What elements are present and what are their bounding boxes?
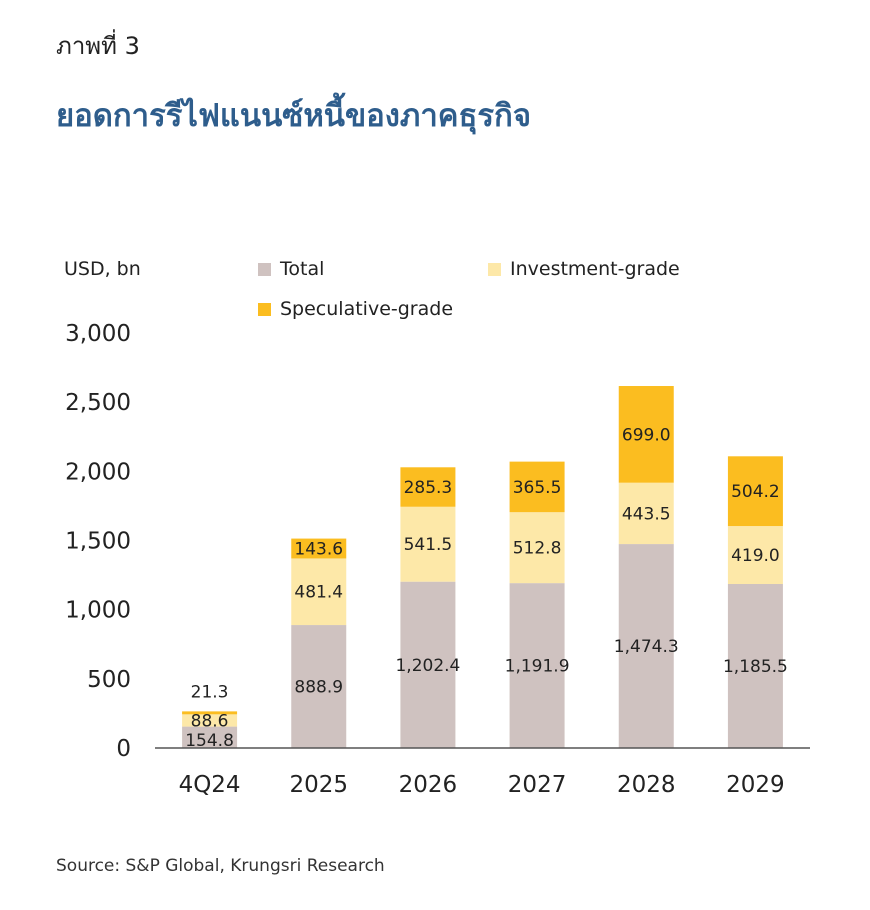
data-label-investment-grade: 88.6 — [191, 711, 229, 731]
bar-total — [182, 726, 238, 748]
data-label-investment-grade: 419.0 — [731, 546, 780, 566]
data-label-total: 888.9 — [294, 678, 343, 698]
data-label-total: 1,185.5 — [723, 657, 788, 677]
bar-investment-grade — [727, 526, 783, 585]
legend-item-speculative-grade: Speculative-grade — [258, 298, 453, 320]
x-tick-label: 2028 — [617, 772, 676, 798]
bar-investment-grade — [618, 482, 674, 545]
bar-investment-grade — [291, 558, 347, 626]
data-label-investment-grade: 512.8 — [513, 539, 562, 559]
bar-speculative-grade — [182, 711, 238, 715]
x-tick-label: 2029 — [726, 772, 785, 798]
legend-swatch-speculative-grade — [258, 302, 271, 316]
bar-speculative-grade — [727, 456, 783, 527]
data-label-investment-grade: 541.5 — [404, 535, 453, 555]
bar-total — [400, 581, 456, 748]
y-tick-label: 2,500 — [65, 390, 131, 416]
data-label-total: 1,474.3 — [614, 637, 679, 657]
x-tick-label: 2027 — [508, 772, 567, 798]
bar-total — [291, 625, 347, 748]
data-label-speculative-grade: 285.3 — [404, 478, 453, 498]
data-label-total: 154.8 — [185, 731, 234, 751]
figure-label: ภาพที่ 3 — [56, 32, 140, 60]
data-label-speculative-grade: 143.6 — [294, 540, 343, 560]
data-label-investment-grade: 443.5 — [622, 504, 671, 524]
source-note: Source: S&P Global, Krungsri Research — [56, 856, 385, 876]
bar-total — [509, 583, 565, 748]
data-label-speculative-grade: 504.2 — [731, 482, 780, 502]
data-label-total: 1,191.9 — [505, 657, 570, 677]
legend-swatch-total — [258, 262, 271, 276]
y-tick-label: 1,000 — [65, 598, 131, 624]
legend-label-total: Total — [280, 258, 325, 280]
bar-speculative-grade — [291, 538, 347, 559]
legend-swatch-investment-grade — [488, 262, 501, 276]
bar-investment-grade — [182, 714, 238, 727]
bar-investment-grade — [400, 506, 456, 582]
x-tick-label: 2025 — [289, 772, 348, 798]
y-tick-label: 2,000 — [65, 459, 131, 485]
legend-label-investment-grade: Investment-grade — [510, 258, 680, 280]
legend-item-investment-grade: Investment-grade — [488, 258, 680, 280]
bar-speculative-grade — [618, 386, 674, 483]
y-tick-label: 0 — [116, 736, 131, 762]
data-label-speculative-grade: 365.5 — [513, 478, 562, 498]
page-title: ยอดการรีไฟแนนซ์หนี้ของภาคธุรกิจ — [56, 98, 531, 134]
data-label-speculative-grade: 699.0 — [622, 425, 671, 445]
bar-total — [727, 584, 783, 748]
bar-investment-grade — [509, 512, 565, 584]
x-tick-label: 2026 — [399, 772, 458, 798]
x-tick-label: 4Q24 — [179, 772, 241, 798]
y-tick-label: 500 — [87, 667, 131, 693]
y-tick-label: 1,500 — [65, 529, 131, 555]
y-axis-unit-label: USD, bn — [64, 258, 141, 280]
legend-item-total: Total — [258, 258, 324, 280]
legend-label-speculative-grade: Speculative-grade — [280, 298, 454, 320]
data-label-total: 1,202.4 — [395, 656, 460, 676]
data-label-speculative-grade: 21.3 — [191, 682, 229, 702]
bar-speculative-grade — [509, 461, 565, 513]
data-label-investment-grade: 481.4 — [294, 583, 343, 603]
bar-speculative-grade — [400, 467, 456, 507]
y-tick-label: 3,000 — [65, 321, 131, 347]
bar-total — [618, 544, 674, 748]
